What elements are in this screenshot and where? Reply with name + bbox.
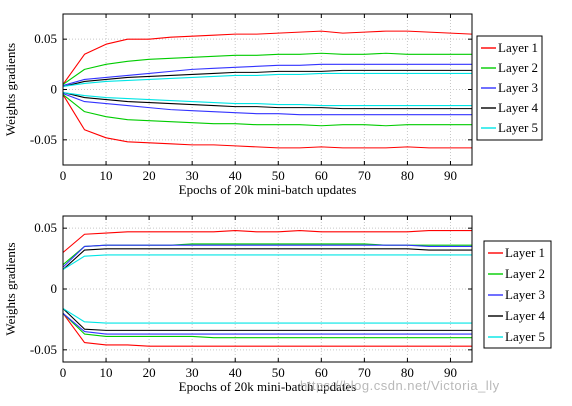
x-tick-label: 0 [60,365,67,380]
x-tick-label: 30 [186,365,199,380]
x-tick-label: 60 [315,168,328,183]
series-line-layer-5-upper [62,72,472,88]
y-tick-label: 0.05 [34,220,57,235]
y-axis-label: Weights gradients [3,43,18,136]
x-tick-label: 90 [444,168,457,183]
y-tick-label: -0.05 [30,342,57,357]
series-line-layer-5-upper [62,254,472,271]
legend-label: Layer 1 [505,245,545,260]
x-tick-label: 90 [444,365,457,380]
series-line-layer-1-lower [62,313,472,347]
legend-label: Layer 1 [498,40,538,55]
x-tick-label: 70 [358,365,371,380]
legend: Layer 1 Layer 2 Layer 3 Layer 4 Layer 5 [476,35,543,141]
y-axis-label: Weights gradients [3,242,18,335]
x-tick-label: 20 [143,168,156,183]
legend-label: Layer 3 [498,80,538,95]
chart-1: 0 10 20 30 40 50 60 70 80 90 0.05 0 -0.05 Epochs of 2… [3,13,543,197]
legend-label: Layer 2 [498,60,538,75]
x-tick-label: 40 [229,365,242,380]
series-line-layer-3-lower [62,312,472,335]
x-tick-label: 40 [229,168,242,183]
x-tick-label: 80 [401,365,414,380]
series-line-layer-2-upper [62,243,472,266]
legend: Layer 1 Layer 2 Layer 3 Layer 4 Layer 5 [483,240,552,349]
x-tick-label: 20 [143,365,156,380]
series-line-layer-2-lower [62,312,472,339]
legend-label: Layer 2 [505,266,545,281]
y-tick-label: 0 [51,82,58,97]
x-tick-label: 60 [315,365,328,380]
series-line-layer-1-upper [62,30,473,85]
legend-label: Layer 3 [505,287,545,302]
series-line-layer-3-lower [62,93,472,116]
y-tick-label: 0 [51,281,58,296]
legend-label: Layer 5 [498,120,538,135]
series-line-layer-5-lower [62,91,472,107]
legend-label: Layer 4 [505,308,546,323]
x-axis-label: Epochs of 20k mini-batch updates [179,379,357,394]
series-line-layer-2-lower [62,94,472,127]
x-tick-label: 0 [60,168,67,183]
x-tick-label: 50 [272,365,285,380]
x-tick-label: 80 [401,168,414,183]
series-line-layer-4-lower [62,91,472,110]
x-tick-label: 70 [358,168,371,183]
legend-label: Layer 4 [498,100,539,115]
series-line-layer-4-upper [62,69,472,88]
y-tick-label: -0.05 [30,132,57,147]
series-line-layer-1-lower [62,94,472,149]
series-line-layer-3-upper [62,244,472,268]
series-line-layer-4-upper [62,248,472,270]
watermark: https://blog.csdn.net/Victoria_lly [300,378,500,393]
series-line-layer-3-upper [62,63,472,87]
x-tick-label: 50 [272,168,285,183]
series-line-layer-4-lower [62,308,472,331]
y-tick-label: 0.05 [34,31,57,46]
x-axis-label: Epochs of 20k mini-batch updates [179,182,357,197]
series-line-layer-5-lower [62,307,472,324]
x-tick-label: 10 [100,168,113,183]
x-tick-label: 30 [186,168,199,183]
series-line-layer-1-upper [62,230,472,253]
legend-label: Layer 5 [505,329,545,344]
x-tick-label: 10 [100,365,113,380]
series-line-layer-2-upper [62,52,472,85]
